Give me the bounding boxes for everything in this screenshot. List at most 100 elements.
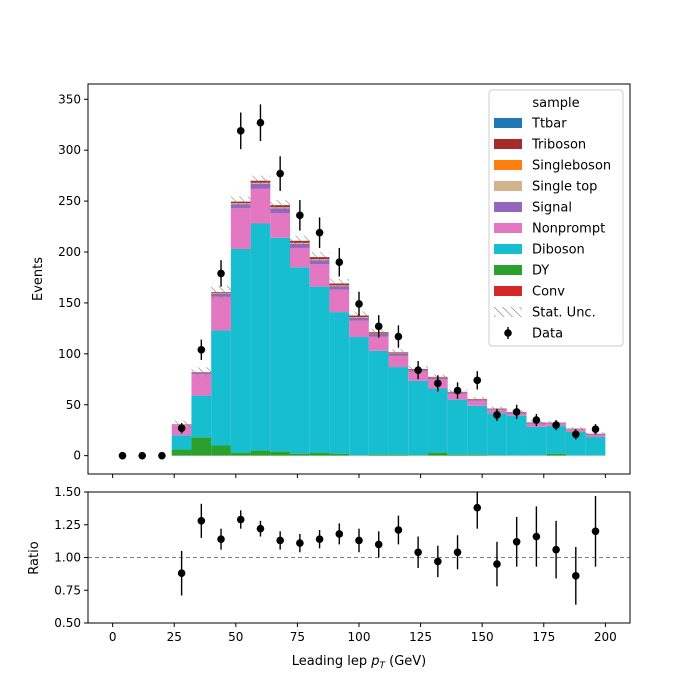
bar-dy [230, 452, 251, 456]
data-point [217, 269, 225, 278]
bar-nonprompt [211, 296, 231, 331]
bar-diboson [211, 330, 231, 446]
y-tick-label: 100 [58, 347, 81, 361]
legend-swatch-triboson [494, 139, 522, 149]
x-axis-label: Leading lep pT (GeV) [292, 654, 426, 672]
ratio-y-axis-label: Ratio [27, 541, 42, 574]
ratio-point [591, 527, 600, 536]
bar-diboson [585, 437, 606, 456]
bar-dy [270, 451, 291, 456]
data-point [552, 421, 560, 429]
x-tick-label: 75 [290, 630, 305, 644]
legend-label: Single top [532, 180, 597, 195]
bar-nonprompt [585, 435, 606, 438]
legend-swatch-singleboson [494, 160, 522, 170]
bar-dy [250, 450, 271, 456]
bar-dy [349, 455, 369, 456]
ratio-plot-frame [87, 491, 631, 624]
stat-unc-band [290, 235, 310, 246]
data-point [236, 127, 245, 135]
bar-diboson [388, 367, 409, 455]
y-tick-label: 150 [58, 296, 81, 310]
ratio-point [453, 548, 462, 557]
data-point [532, 416, 541, 424]
x-tick-label: 200 [594, 630, 617, 644]
data-point [276, 169, 284, 178]
data-point [512, 408, 521, 416]
stat-unc-band [309, 252, 330, 263]
data-point [138, 451, 146, 460]
bar-diboson [467, 405, 488, 455]
stat-unc-band [270, 200, 291, 211]
main-y-axis-label: Events [31, 257, 46, 301]
bar-nonprompt [230, 208, 251, 249]
ratio-y-tick-label: 0.75 [54, 583, 81, 597]
stat-unc-band [230, 196, 251, 207]
bar-dy [467, 454, 488, 456]
stat-unc-band [487, 406, 507, 411]
bar-dy [171, 449, 192, 456]
x-tick-label: 50 [228, 630, 243, 644]
x-tick-label: 175 [532, 630, 555, 644]
bar-diboson [506, 415, 527, 456]
ratio-point [572, 572, 580, 580]
bar-diboson [546, 426, 566, 454]
ratio-point [473, 503, 482, 512]
bar-diboson [250, 223, 271, 451]
data-point [591, 425, 600, 433]
bar-nonprompt [388, 355, 409, 368]
bar-signal [270, 208, 291, 214]
bar-nonprompt [250, 188, 271, 224]
bar-dy [191, 437, 212, 456]
data-point [572, 430, 580, 439]
bar-dy [211, 445, 231, 456]
data-point [296, 211, 304, 220]
data-point [197, 345, 206, 354]
data-point [158, 451, 166, 460]
x-tick-label: 0 [109, 630, 117, 644]
stat-unc-band [388, 349, 409, 356]
legend-box [488, 89, 624, 347]
legend-swatch-single-top [494, 181, 522, 191]
stat-unc-band [250, 175, 271, 186]
main-plot-area: 0 50 100 150 200 250 300 350 Events [31, 83, 631, 478]
ratio-y-tick-label: 1.00 [54, 551, 81, 565]
ratio-point [394, 526, 403, 534]
bar-dy [388, 454, 409, 456]
stat-unc-band [211, 286, 231, 299]
bar-dy [546, 453, 566, 456]
legend-swatch-dy [494, 265, 522, 275]
x-tick-label: 150 [471, 630, 494, 644]
ratio-point [512, 537, 521, 546]
bar-nonprompt [349, 320, 369, 338]
legend-swatch-signal [494, 202, 522, 212]
data-point [394, 332, 403, 341]
y-tick-label: 50 [66, 398, 81, 412]
legend: sample Ttbar Triboson Singleboson Single to… [488, 89, 624, 347]
ratio-point [493, 560, 501, 568]
bar-dy [408, 455, 428, 456]
bar-dy [447, 454, 468, 456]
ratio-point [177, 569, 186, 578]
legend-label: Diboson [532, 243, 585, 258]
x-tick-label: 100 [348, 630, 371, 644]
y-tick-label: 200 [58, 245, 81, 259]
ratio-point [217, 535, 225, 543]
bar-diboson [427, 388, 448, 453]
ratio-point [552, 545, 560, 554]
data-point [434, 379, 442, 388]
bar-dy [309, 452, 330, 456]
bar-diboson [290, 267, 310, 454]
bar-nonprompt [467, 400, 488, 406]
bar-nonprompt [309, 264, 330, 287]
bar-diboson [270, 237, 291, 452]
legend-swatch-ttbar [494, 118, 522, 128]
bar-nonprompt [368, 336, 389, 351]
legend-label: Ttbar [531, 117, 567, 132]
legend-swatch-diboson [494, 244, 522, 254]
data-point [355, 300, 363, 308]
ratio-point [236, 515, 245, 524]
y-tick-label: 250 [58, 194, 81, 208]
ratio-y-tick-label: 1.50 [54, 485, 81, 499]
